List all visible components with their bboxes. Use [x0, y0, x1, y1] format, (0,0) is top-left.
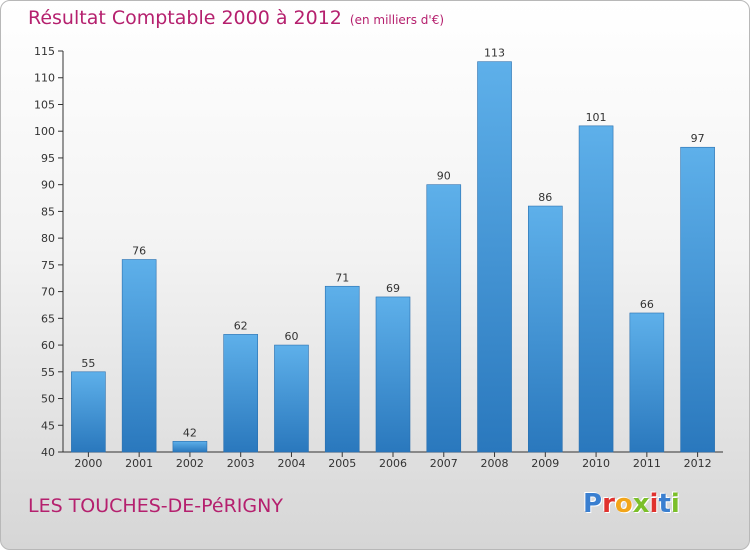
bar-2004 — [274, 344, 309, 453]
chart-title: Résultat Comptable 2000 à 2012 (en millie… — [28, 7, 444, 29]
logo-letter: x — [632, 489, 650, 519]
logo-letter: r — [602, 489, 615, 519]
x-tick-label: 2012 — [684, 457, 712, 470]
bars-group — [71, 61, 715, 453]
place-name: LES TOUCHES-DE-PéRIGNY — [28, 495, 283, 517]
logo-letter: i — [649, 489, 659, 519]
bar-2001 — [121, 259, 157, 453]
y-tick-label: 100 — [34, 125, 55, 138]
data-label-2011: 66 — [640, 298, 654, 311]
y-tick-label: 80 — [41, 232, 55, 245]
bar-2003 — [223, 334, 258, 453]
y-tick-label: 65 — [41, 312, 55, 325]
x-tick-label: 2011 — [633, 457, 661, 470]
bar-2005 — [324, 285, 360, 453]
y-tick-label: 95 — [41, 152, 55, 165]
data-label-2001: 76 — [132, 245, 146, 258]
bar-2010 — [578, 125, 614, 453]
logo-letter: t — [658, 489, 671, 519]
y-tick-label: 115 — [34, 45, 55, 58]
y-tick-label: 105 — [34, 98, 55, 111]
bar-2008 — [477, 61, 512, 453]
bar-2011 — [629, 312, 665, 453]
bar-2012 — [680, 146, 715, 453]
x-tick-label: 2000 — [74, 457, 102, 470]
y-tick-label: 40 — [41, 446, 55, 459]
bar-2007 — [426, 184, 462, 453]
logo-letter: i — [670, 489, 680, 519]
bar-2002 — [172, 441, 208, 453]
logo-letter: P — [583, 489, 603, 519]
bar-2009 — [528, 205, 563, 453]
data-label-2004: 60 — [284, 330, 298, 343]
y-tick-label: 75 — [41, 259, 55, 272]
data-label-2002: 42 — [183, 426, 197, 439]
x-tick-label: 2002 — [176, 457, 204, 470]
x-tick-label: 2003 — [227, 457, 255, 470]
data-label-2009: 86 — [538, 191, 552, 204]
x-tick-label: 2001 — [125, 457, 153, 470]
bar-2000 — [71, 371, 106, 453]
y-tick-label: 45 — [41, 419, 55, 432]
data-label-2010: 101 — [586, 111, 607, 124]
x-tick-label: 2005 — [328, 457, 356, 470]
data-label-2000: 55 — [81, 357, 95, 370]
x-tick-label: 2007 — [430, 457, 458, 470]
chart-subtitle: (en milliers d'€) — [349, 13, 445, 27]
bar-2006 — [375, 296, 411, 453]
y-tick-label: 50 — [41, 393, 55, 406]
data-label-2003: 62 — [234, 319, 248, 332]
y-tick-label: 85 — [41, 205, 55, 218]
x-tick-label: 2010 — [582, 457, 610, 470]
x-tick-label: 2004 — [277, 457, 305, 470]
data-label-2008: 113 — [484, 47, 505, 60]
x-tick-label: 2008 — [481, 457, 509, 470]
data-label-2006: 69 — [386, 282, 400, 295]
chart-title-text: Résultat Comptable 2000 à 2012 — [28, 7, 342, 29]
y-tick-label: 55 — [41, 366, 55, 379]
y-tick-label: 60 — [41, 339, 55, 352]
data-label-2012: 97 — [691, 132, 705, 145]
y-tick-label: 70 — [41, 286, 55, 299]
data-label-2005: 71 — [335, 271, 349, 284]
data-label-2007: 90 — [437, 170, 451, 183]
data-labels-group: 55 76 42 62 60 71 69 90 113 86 101 66 97 — [81, 47, 704, 440]
proxiti-logo: Proxiti — [583, 489, 680, 519]
logo-letter: o — [614, 489, 633, 519]
x-tick-label: 2006 — [379, 457, 407, 470]
y-tick-label: 90 — [41, 179, 55, 192]
y-tick-label: 110 — [34, 72, 55, 85]
x-tick-label: 2009 — [531, 457, 559, 470]
